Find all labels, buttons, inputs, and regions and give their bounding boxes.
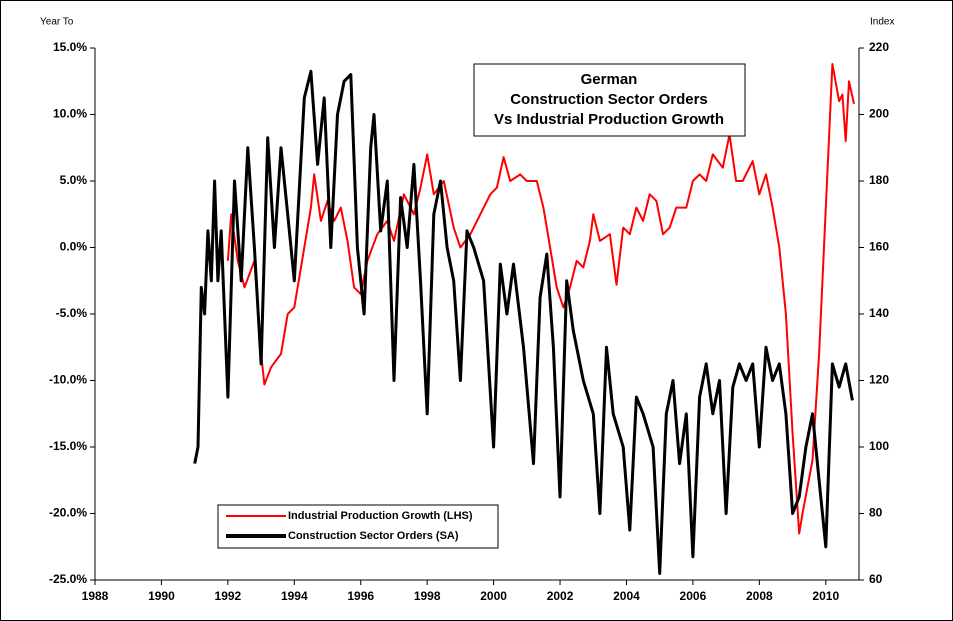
x-tick-label: 2004 [613, 589, 640, 603]
y-tick-label: -20.0% [49, 506, 87, 520]
x-tick-label: 2000 [480, 589, 507, 603]
y-tick-label: -25.0% [49, 572, 87, 586]
x-tick-label: 1992 [215, 589, 242, 603]
legend-box [217, 504, 499, 549]
x-tick-label: 1994 [281, 589, 308, 603]
legend-label: Industrial Production Growth (LHS) [288, 510, 473, 522]
plot-area: 15.0% 10.0% 5.0% 0.0% -5.0% -10.0% -15.0% -20.0… [49, 40, 889, 603]
y-tick-label: 15.0% [53, 40, 87, 54]
x-tick-label: 1988 [82, 589, 109, 603]
x-tick-label: 2008 [746, 589, 773, 603]
x-tick-label: 2010 [812, 589, 839, 603]
series-line [226, 63, 855, 535]
y-tick-label: 10.0% [53, 107, 87, 121]
y-tick-label: 5.0% [60, 173, 88, 187]
legend-label: Construction Sector Orders (SA) [288, 530, 459, 542]
y2-tick-label: 100 [869, 439, 889, 453]
y2-tick-label: 140 [869, 306, 889, 320]
y2-tick-label: 80 [869, 506, 883, 520]
x-tick-label: 2002 [547, 589, 574, 603]
chart-title: Vs Industrial Production Growth [494, 111, 724, 128]
title-box [473, 63, 746, 137]
y-axis-label: Year To [40, 17, 74, 28]
legend: Industrial Production Growth (LHS) Constr… [226, 510, 473, 542]
chart-title: Construction Sector Orders [510, 91, 708, 108]
y2-tick-label: 60 [869, 572, 883, 586]
y2-tick-label: 160 [869, 240, 889, 254]
y2-tick-label: 220 [869, 40, 889, 54]
y2-tick-label: 180 [869, 173, 889, 187]
y2-tick-label: 120 [869, 373, 889, 387]
y-tick-label: -10.0% [49, 373, 87, 387]
y2-tick-label: 200 [869, 107, 889, 121]
y-tick-label: -5.0% [56, 306, 88, 320]
x-tick-label: 1996 [347, 589, 374, 603]
y-tick-label: -15.0% [49, 439, 87, 453]
x-tick-label: 1998 [414, 589, 441, 603]
chart-title: German [581, 71, 638, 88]
y2-axis-label: Index [870, 17, 894, 28]
x-tick-label: 1990 [148, 589, 175, 603]
y-tick-label: 0.0% [60, 240, 88, 254]
series-line [193, 69, 854, 575]
x-tick-label: 2006 [680, 589, 707, 603]
